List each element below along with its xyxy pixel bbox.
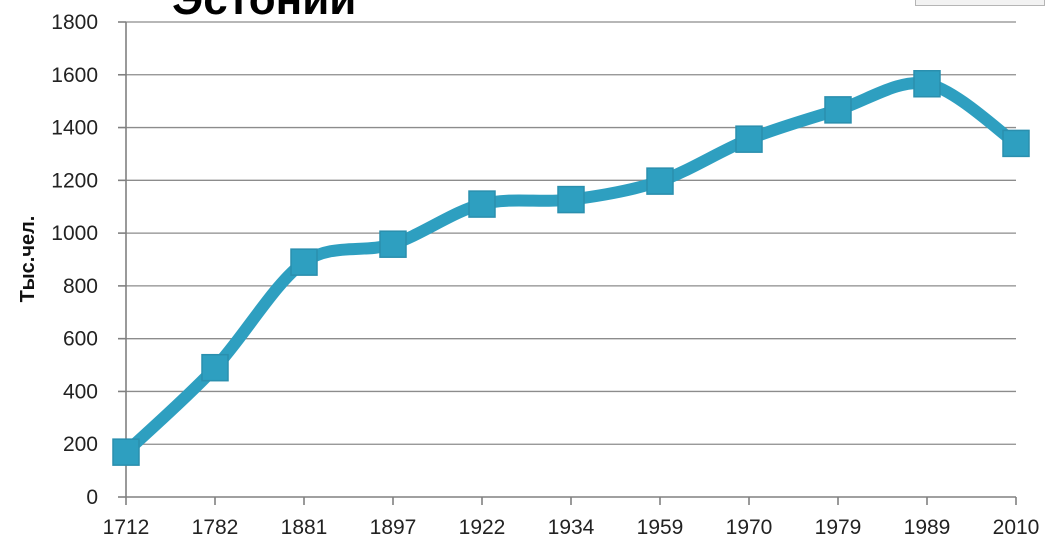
y-tick-label: 1800 bbox=[51, 11, 98, 34]
data-point bbox=[379, 230, 407, 258]
x-tick-label: 1959 bbox=[637, 516, 684, 538]
y-tick-label: 1600 bbox=[51, 64, 98, 87]
data-point bbox=[468, 190, 496, 218]
data-markers bbox=[112, 70, 1030, 466]
y-tick-label: 1000 bbox=[51, 222, 98, 245]
x-tick-label: 1782 bbox=[192, 516, 239, 538]
x-tick-label: 1881 bbox=[281, 516, 328, 538]
y-tick-label: 800 bbox=[63, 275, 98, 298]
y-tick-label: 200 bbox=[63, 433, 98, 456]
x-tick-label: 1979 bbox=[815, 516, 862, 538]
data-point bbox=[1002, 129, 1030, 158]
x-tick-label: 2010 bbox=[993, 516, 1040, 538]
axes bbox=[118, 21, 1017, 505]
x-tick-label: 1989 bbox=[904, 516, 951, 538]
y-tick-label: 1400 bbox=[51, 117, 98, 140]
y-tick-labels: 0 200 400 600 800 1000 1200 1400 1600 1800 bbox=[51, 11, 98, 509]
data-point bbox=[913, 70, 941, 98]
x-tick-label: 1970 bbox=[726, 516, 773, 538]
top-right-widget-edge bbox=[915, 0, 1045, 6]
chart-title: Эстонии bbox=[172, 0, 356, 24]
x-tick-label: 1712 bbox=[103, 516, 150, 538]
data-point bbox=[201, 353, 229, 382]
y-tick-label: 400 bbox=[63, 380, 98, 403]
y-tick-label: 600 bbox=[63, 328, 98, 351]
y-tick-label: 1200 bbox=[51, 169, 98, 192]
x-tick-labels: 1712 1782 1881 1897 1922 1934 1959 1970 1979 1989… bbox=[103, 516, 1040, 538]
series-line bbox=[120, 76, 1022, 459]
x-tick-label: 1934 bbox=[548, 516, 595, 538]
data-point bbox=[824, 96, 852, 124]
data-point bbox=[646, 167, 674, 195]
series bbox=[120, 76, 1022, 459]
data-point bbox=[290, 248, 318, 276]
data-point bbox=[557, 185, 585, 214]
data-point bbox=[735, 125, 763, 153]
x-tick-label: 1897 bbox=[370, 516, 417, 538]
x-tick-label: 1922 bbox=[459, 516, 506, 538]
y-tick-label: 0 bbox=[86, 486, 98, 509]
data-point bbox=[112, 438, 140, 466]
y-axis-title: Тыс.чел. bbox=[17, 216, 39, 303]
